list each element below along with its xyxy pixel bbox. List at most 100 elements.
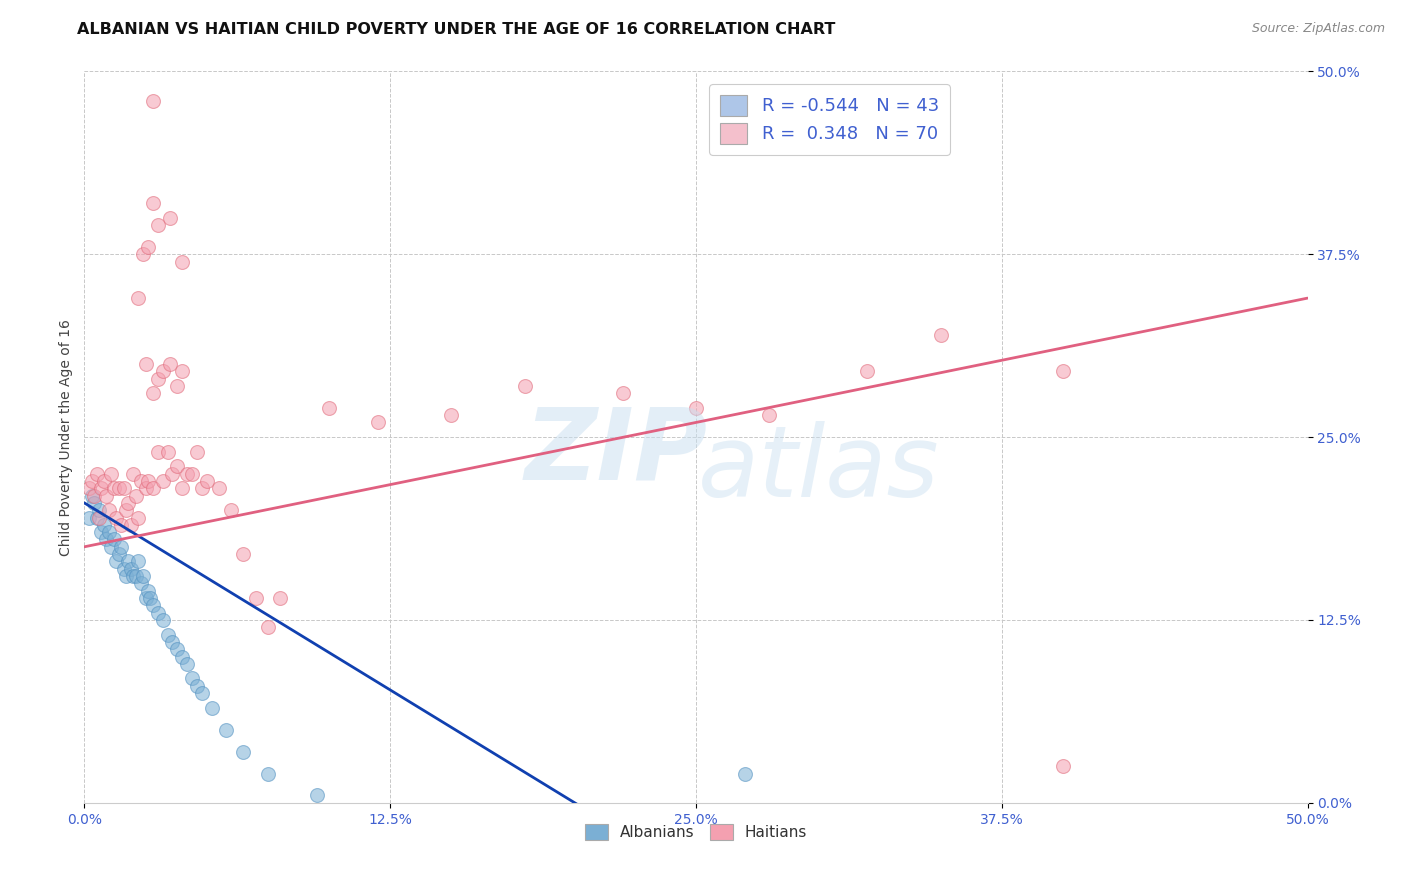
- Point: [152, 613, 174, 627]
- Point: [159, 211, 181, 225]
- Point: [136, 583, 159, 598]
- Point: [125, 569, 148, 583]
- Point: [181, 467, 204, 481]
- Point: [112, 562, 135, 576]
- Point: [257, 620, 280, 634]
- Point: [129, 576, 152, 591]
- Point: [127, 554, 149, 568]
- Text: atlas: atlas: [697, 422, 939, 518]
- Point: [172, 649, 194, 664]
- Point: [734, 766, 756, 780]
- Point: [929, 327, 952, 342]
- Text: ZIP: ZIP: [524, 403, 709, 500]
- Legend: Albanians, Haitians: Albanians, Haitians: [579, 818, 813, 847]
- Point: [162, 467, 184, 481]
- Point: [132, 569, 155, 583]
- Point: [135, 357, 157, 371]
- Point: [127, 291, 149, 305]
- Point: [96, 489, 118, 503]
- Point: [136, 240, 159, 254]
- Point: [129, 474, 152, 488]
- Point: [186, 444, 208, 458]
- Point: [146, 218, 169, 232]
- Point: [105, 554, 128, 568]
- Point: [77, 510, 100, 524]
- Point: [93, 474, 115, 488]
- Point: [152, 364, 174, 378]
- Point: [186, 679, 208, 693]
- Point: [232, 745, 254, 759]
- Point: [152, 474, 174, 488]
- Point: [86, 510, 108, 524]
- Point: [146, 371, 169, 385]
- Point: [176, 467, 198, 481]
- Point: [87, 510, 110, 524]
- Point: [120, 562, 142, 576]
- Point: [107, 481, 129, 495]
- Point: [215, 723, 238, 737]
- Point: [156, 627, 179, 641]
- Point: [172, 254, 194, 268]
- Point: [176, 657, 198, 671]
- Point: [146, 606, 169, 620]
- Point: [83, 489, 105, 503]
- Point: [100, 540, 122, 554]
- Point: [166, 459, 188, 474]
- Point: [97, 503, 120, 517]
- Point: [166, 379, 188, 393]
- Point: [132, 247, 155, 261]
- Point: [117, 496, 139, 510]
- Point: [122, 467, 145, 481]
- Point: [191, 481, 214, 495]
- Point: [856, 364, 879, 378]
- Point: [513, 379, 536, 393]
- Point: [1052, 759, 1074, 773]
- Point: [135, 481, 157, 495]
- Point: [77, 481, 100, 495]
- Point: [1052, 364, 1074, 378]
- Point: [80, 474, 103, 488]
- Point: [166, 642, 188, 657]
- Text: Source: ZipAtlas.com: Source: ZipAtlas.com: [1251, 22, 1385, 36]
- Point: [117, 554, 139, 568]
- Point: [172, 364, 194, 378]
- Point: [257, 766, 280, 780]
- Point: [440, 408, 463, 422]
- Point: [156, 444, 179, 458]
- Point: [90, 481, 112, 495]
- Point: [93, 517, 115, 532]
- Point: [120, 517, 142, 532]
- Point: [115, 503, 138, 517]
- Point: [200, 700, 222, 714]
- Point: [219, 503, 242, 517]
- Point: [159, 357, 181, 371]
- Point: [195, 474, 218, 488]
- Point: [97, 525, 120, 540]
- Point: [142, 94, 165, 108]
- Point: [142, 196, 165, 211]
- Point: [80, 489, 103, 503]
- Y-axis label: Child Poverty Under the Age of 16: Child Poverty Under the Age of 16: [59, 318, 73, 556]
- Point: [162, 635, 184, 649]
- Point: [685, 401, 707, 415]
- Point: [105, 510, 128, 524]
- Point: [142, 481, 165, 495]
- Point: [142, 386, 165, 401]
- Point: [90, 525, 112, 540]
- Point: [87, 503, 110, 517]
- Point: [191, 686, 214, 700]
- Point: [367, 416, 389, 430]
- Point: [112, 481, 135, 495]
- Point: [142, 599, 165, 613]
- Point: [83, 496, 105, 510]
- Point: [107, 547, 129, 561]
- Point: [318, 401, 340, 415]
- Point: [96, 533, 118, 547]
- Point: [232, 547, 254, 561]
- Text: ALBANIAN VS HAITIAN CHILD POVERTY UNDER THE AGE OF 16 CORRELATION CHART: ALBANIAN VS HAITIAN CHILD POVERTY UNDER …: [77, 22, 835, 37]
- Point: [612, 386, 634, 401]
- Point: [146, 444, 169, 458]
- Point: [305, 789, 328, 803]
- Point: [110, 540, 132, 554]
- Point: [269, 591, 291, 605]
